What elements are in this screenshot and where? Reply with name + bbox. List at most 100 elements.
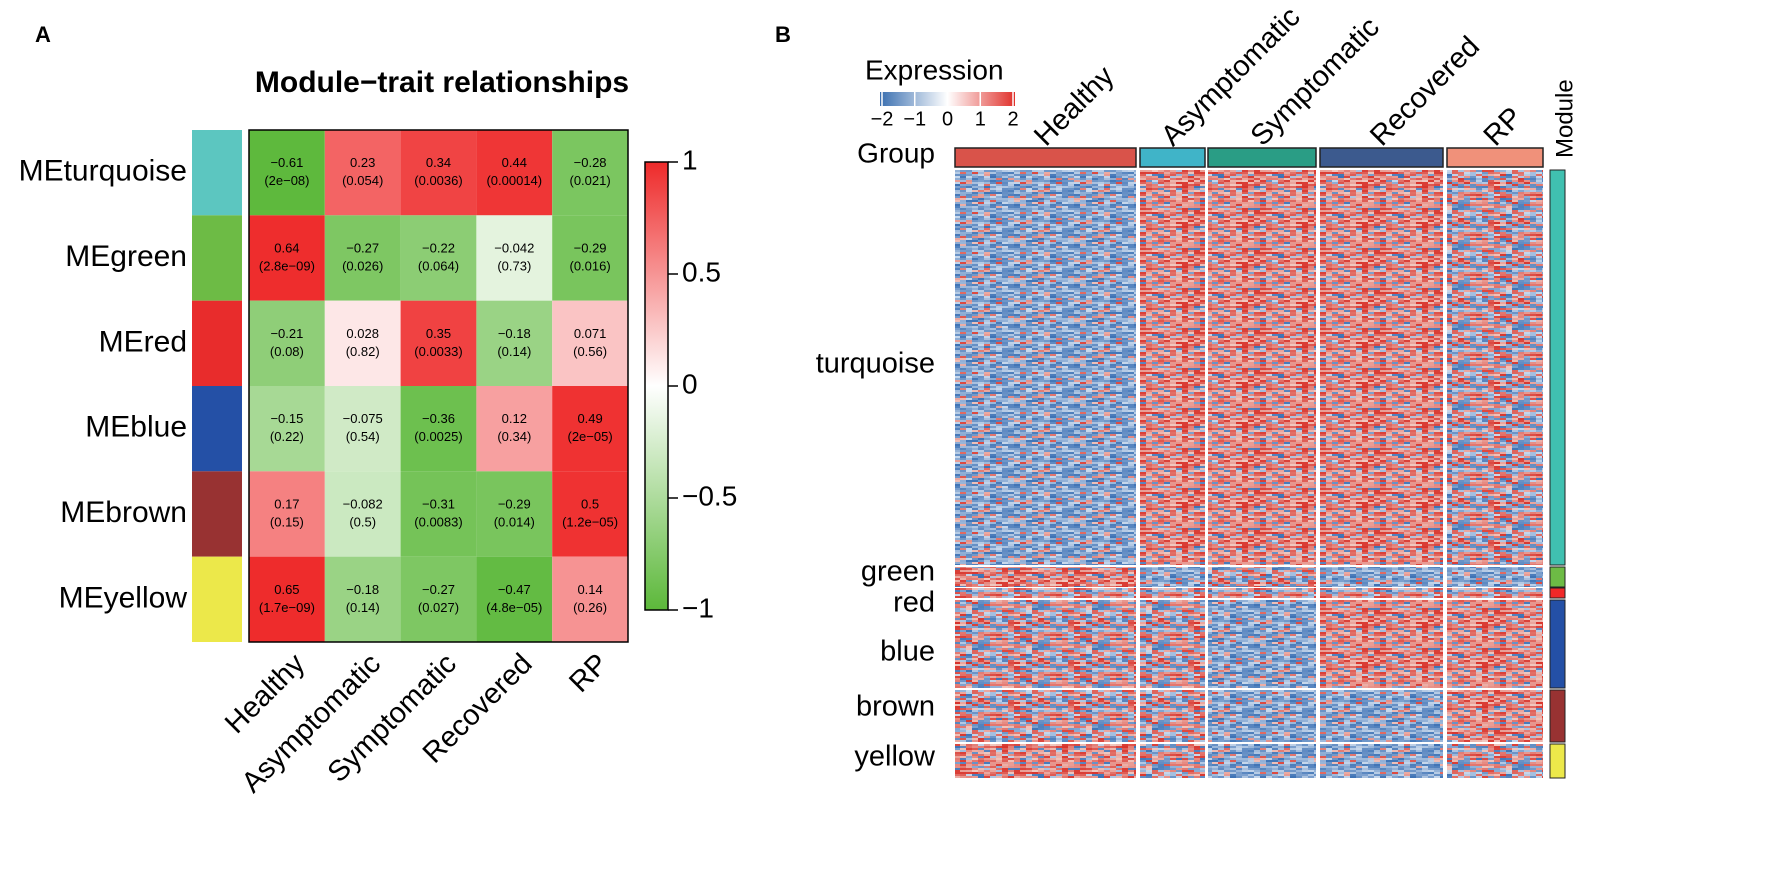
expression-block	[1140, 567, 1205, 587]
expression-block	[1447, 588, 1543, 598]
heatmap-cell	[249, 556, 325, 642]
module-bar	[1549, 599, 1566, 689]
expression-block	[1320, 600, 1443, 688]
cell-pvalue: (4.8e−05)	[486, 600, 542, 615]
cell-pvalue: (0.0033)	[414, 344, 462, 359]
cell-pvalue: (0.08)	[270, 344, 304, 359]
expression-block	[1320, 744, 1443, 778]
cell-pvalue: (2e−05)	[568, 429, 613, 444]
expression-block	[1447, 170, 1543, 565]
expression-block	[1320, 690, 1443, 742]
heatmap-cell	[552, 471, 628, 557]
cell-pvalue: (1.7e−09)	[259, 600, 315, 615]
expression-block	[1140, 588, 1205, 598]
row-label: MEyellow	[59, 581, 188, 614]
heatmap-cell	[324, 556, 401, 642]
heatmap-cell	[249, 215, 325, 301]
heatmap-cell	[552, 215, 628, 301]
x-tick-label: RP	[563, 648, 614, 699]
group-label: Recovered	[1364, 31, 1486, 153]
cell-value: 0.35	[426, 326, 451, 341]
cell-pvalue: (0.0036)	[414, 173, 462, 188]
legend-tick-label: −2	[871, 108, 894, 130]
colorbar-tick-label: −1	[682, 592, 714, 623]
heatmap-cell	[552, 386, 628, 472]
cell-pvalue: (2e−08)	[264, 173, 309, 188]
colorbar-tick-label: 0	[682, 368, 698, 399]
cell-pvalue: (0.82)	[346, 344, 380, 359]
expression-block	[1140, 600, 1205, 688]
heatmap-cell	[249, 386, 325, 472]
row-label: MEgreen	[65, 240, 187, 273]
chart-title: Module−trait relationships	[255, 66, 629, 99]
cell-pvalue: (0.56)	[573, 344, 607, 359]
expression-block	[1140, 690, 1205, 742]
heatmap-cell	[476, 215, 553, 301]
group-label: RP	[1478, 101, 1529, 152]
cell-pvalue: (0.26)	[573, 600, 607, 615]
expression-block	[1320, 170, 1443, 565]
cell-value: −0.31	[422, 496, 455, 511]
expression-block	[1447, 744, 1543, 778]
module-label: red	[893, 587, 935, 619]
cell-value: 0.44	[502, 155, 527, 170]
heatmap-cell	[400, 130, 477, 216]
cell-pvalue: (0.54)	[346, 429, 380, 444]
expression-block	[1140, 170, 1205, 565]
cell-pvalue: (0.00014)	[486, 173, 542, 188]
expression-block	[955, 744, 1136, 778]
expression-block	[955, 588, 1136, 598]
cell-value: 0.071	[574, 326, 607, 341]
colorbar	[644, 161, 669, 611]
expression-block	[1208, 567, 1316, 587]
module-label: blue	[880, 636, 935, 668]
cell-value: −0.61	[270, 155, 303, 170]
cell-value: 0.34	[426, 155, 451, 170]
heatmap-cell	[324, 215, 401, 301]
legend-tick-label: −1	[903, 108, 926, 130]
heatmap-cell	[476, 300, 553, 386]
expression-block	[1208, 600, 1316, 688]
legend-tick-label: 0	[942, 108, 953, 130]
cell-pvalue: (0.0083)	[414, 514, 462, 529]
expression-block	[1447, 567, 1543, 587]
group-bar	[1207, 147, 1317, 168]
module-swatch	[192, 300, 242, 386]
heatmap-cell	[324, 386, 401, 472]
heatmap-cell	[400, 471, 477, 557]
cell-pvalue: (0.016)	[569, 258, 610, 273]
module-bar	[1549, 566, 1566, 588]
cell-value: 0.028	[346, 326, 379, 341]
legend-tick-label: 2	[1007, 108, 1018, 130]
cell-pvalue: (0.73)	[497, 258, 531, 273]
colorbar-tick-label: 0.5	[682, 256, 721, 287]
module-bar	[1549, 587, 1566, 599]
row-label: MEblue	[85, 411, 187, 444]
expression-block	[1447, 600, 1543, 688]
cell-pvalue: (0.054)	[342, 173, 383, 188]
cell-value: −0.075	[343, 411, 383, 426]
expression-block	[1320, 588, 1443, 598]
heatmap-cell	[400, 300, 477, 386]
cell-value: −0.27	[346, 240, 379, 255]
cell-value: 0.64	[274, 240, 299, 255]
cell-value: −0.29	[574, 240, 607, 255]
expression-block	[955, 690, 1136, 742]
cell-pvalue: (0.14)	[346, 600, 380, 615]
expression-block	[955, 600, 1136, 688]
heatmap-cell	[324, 130, 401, 216]
heatmap-cell	[552, 130, 628, 216]
cell-value: −0.15	[270, 411, 303, 426]
expression-block	[955, 170, 1136, 565]
module-swatch	[192, 130, 242, 216]
row-label: MEred	[99, 325, 187, 358]
heatmap-cell	[476, 130, 553, 216]
cell-value: −0.22	[422, 240, 455, 255]
cell-value: 0.65	[274, 582, 299, 597]
module-swatch	[192, 471, 242, 557]
heatmap-cell	[476, 471, 553, 557]
heatmap-cell	[552, 300, 628, 386]
cell-pvalue: (0.014)	[494, 514, 535, 529]
cell-value: 0.14	[577, 582, 602, 597]
heatmap-cell	[324, 471, 401, 557]
